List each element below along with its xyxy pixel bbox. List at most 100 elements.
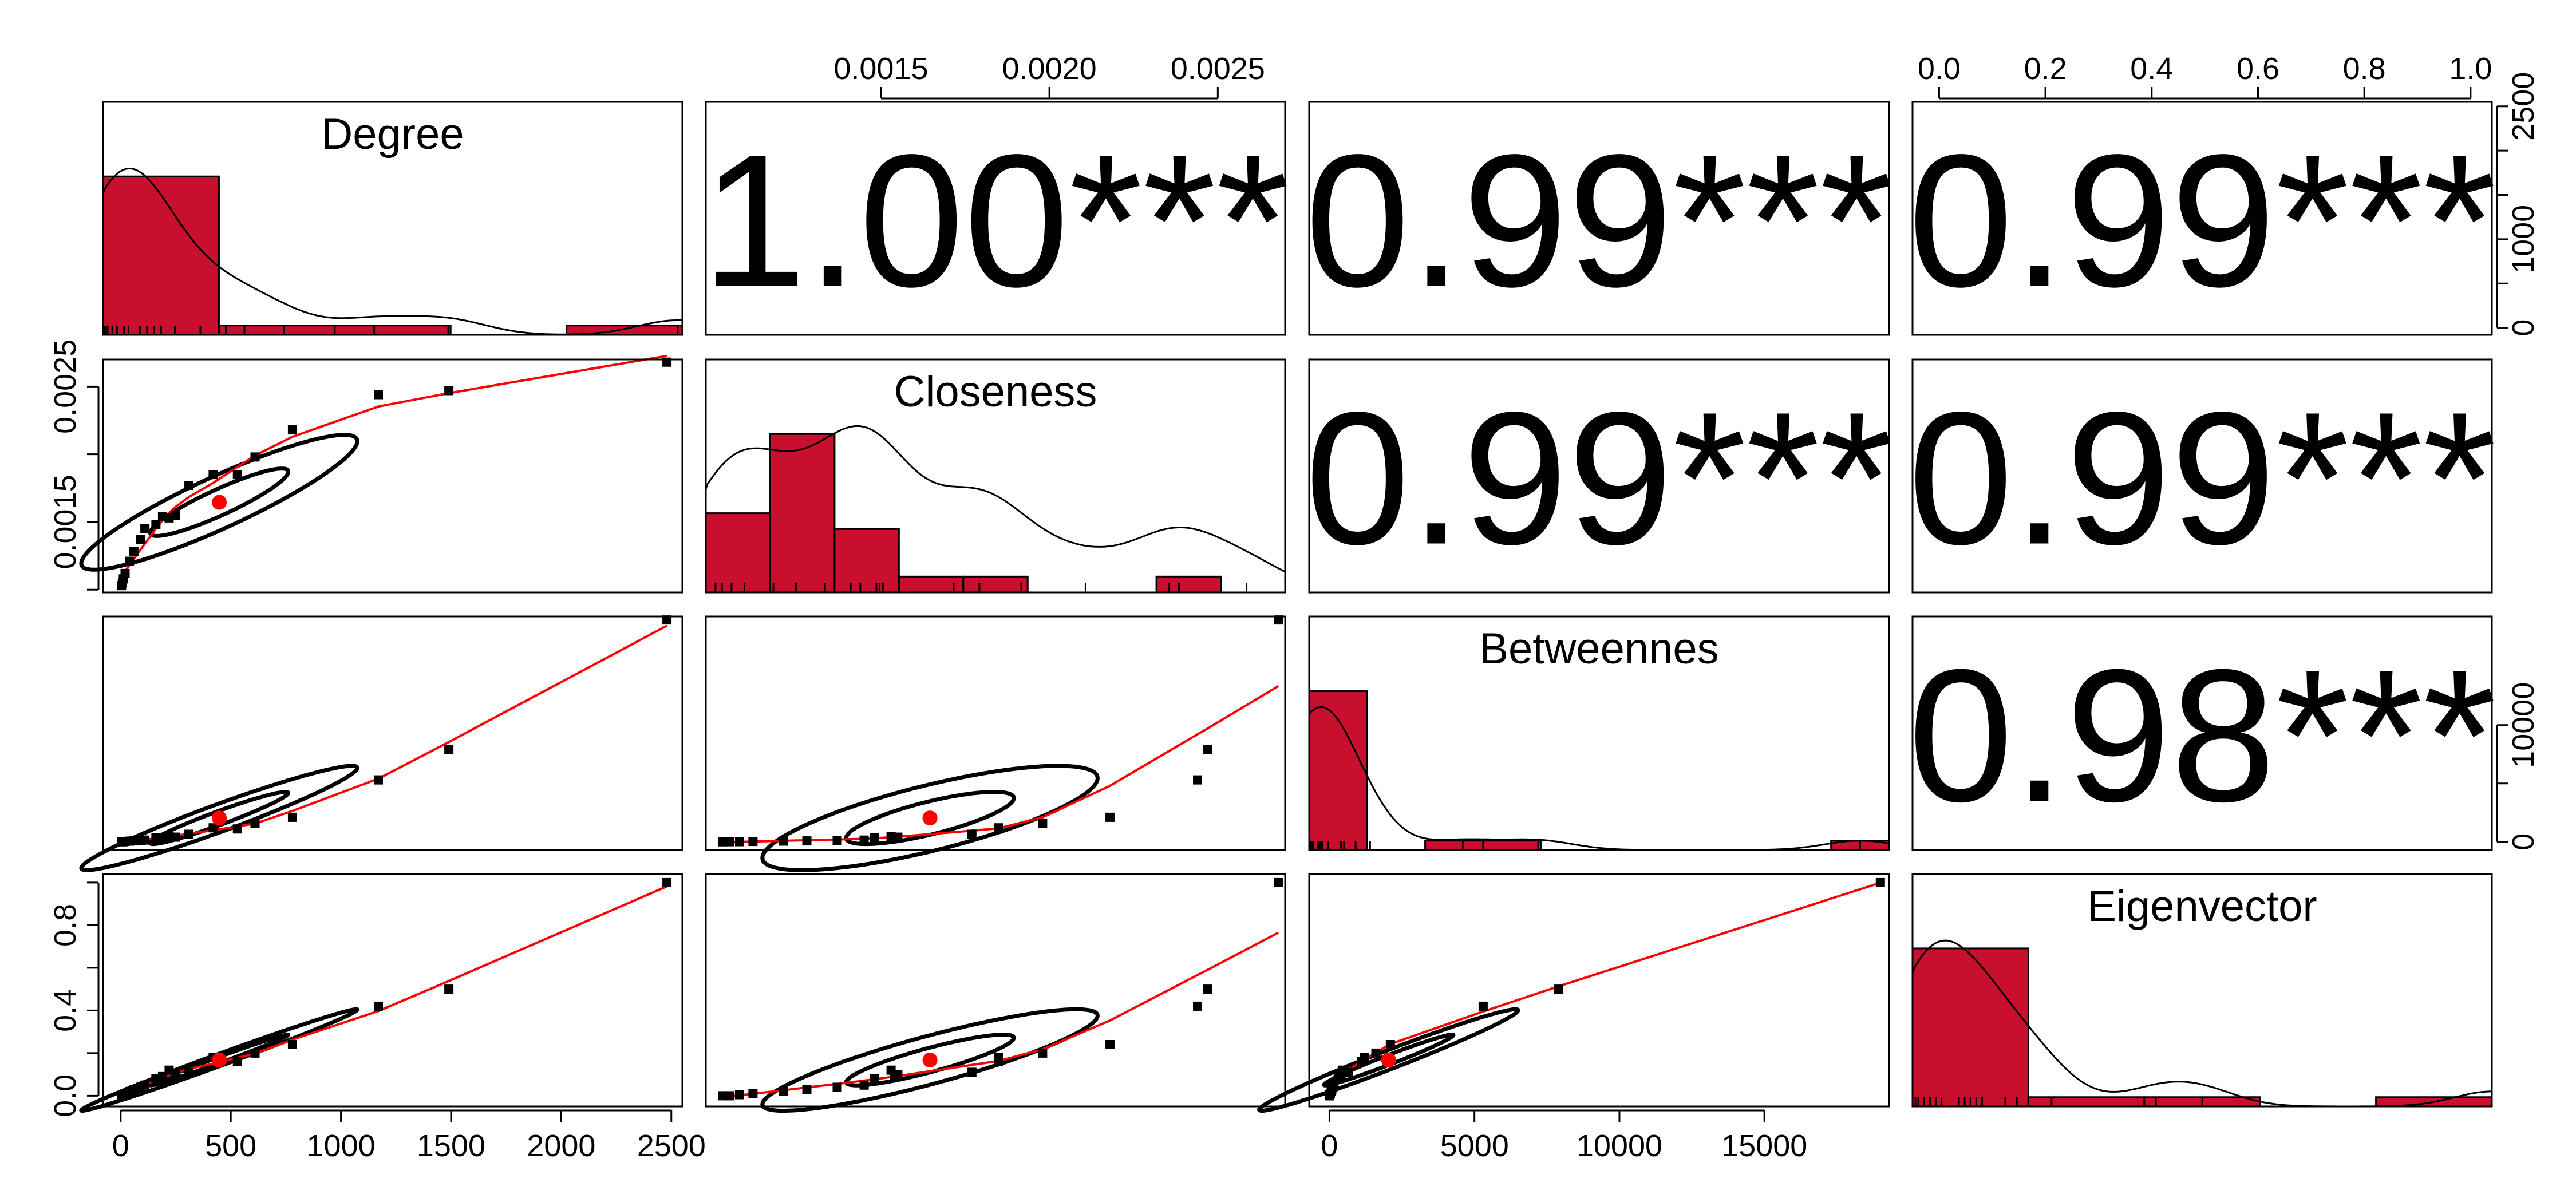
data-point-closeness-vs-eigenvector <box>994 1053 1003 1062</box>
data-point-degree-vs-betweennes <box>208 823 218 833</box>
data-point-degree-vs-eigenvector <box>444 984 454 994</box>
histogram-bar-eigenvector <box>2027 1096 2146 1108</box>
data-point-degree-vs-eigenvector <box>662 877 672 887</box>
data-point-degree-vs-betweennes <box>444 745 454 754</box>
density-curve-closeness <box>705 425 1286 573</box>
histogram-bar-closeness <box>705 512 771 594</box>
histogram-bar-closeness <box>769 433 836 594</box>
data-point-closeness-vs-betweennes <box>1193 775 1203 785</box>
x-axis-eigenvector-top-label: 1.0 <box>2449 52 2492 86</box>
correlation-label-closeness-eigenvector: 0.99*** <box>1908 373 2496 584</box>
y-axis-degree-right-label: 2500 <box>2506 72 2541 141</box>
data-point-degree-vs-betweennes <box>250 819 260 828</box>
data-point-closeness-vs-eigenvector <box>890 1071 899 1081</box>
mean-point-closeness-vs-eigenvector <box>922 1052 938 1067</box>
data-point-betweennes-vs-eigenvector <box>1875 877 1885 887</box>
y-axis-closeness-left-label: 0.0025 <box>48 339 82 434</box>
data-point-degree-vs-betweennes <box>373 775 383 785</box>
data-point-degree-vs-closeness <box>136 535 145 544</box>
data-point-closeness-vs-betweennes <box>832 836 842 845</box>
data-point-closeness-vs-betweennes <box>802 836 812 846</box>
data-point-closeness-vs-betweennes <box>967 829 977 839</box>
data-point-degree-vs-betweennes <box>287 812 297 822</box>
data-point-closeness-vs-betweennes <box>734 837 744 847</box>
panel-frame-r3-c1 <box>705 873 1286 1108</box>
histogram-bar-betweennes <box>1482 840 1542 851</box>
mean-point-degree-vs-betweennes <box>212 810 227 826</box>
x-axis-eigenvector-top-label: 0.0 <box>1918 52 1961 86</box>
x-axis-closeness-top-label: 0.0025 <box>1171 52 1265 86</box>
panel-frames-layer <box>102 101 2493 1108</box>
histogram-bar-closeness <box>962 575 1029 594</box>
data-point-degree-vs-betweennes <box>151 833 161 843</box>
x-axis-eigenvector-top-label: 0.8 <box>2343 52 2386 86</box>
correlation-ellipse-outer-degree-vs-closeness <box>79 433 359 572</box>
correlation-ellipse-outer-betweennes-vs-eigenvector <box>1257 1007 1520 1113</box>
data-point-closeness-vs-betweennes <box>1105 812 1115 822</box>
correlation-ellipse-inner-betweennes-vs-eigenvector <box>1321 1033 1456 1088</box>
histogram-bar-closeness <box>1155 575 1222 594</box>
data-point-closeness-vs-betweennes <box>1038 819 1048 828</box>
correlation-ellipse-inner-closeness-vs-betweennes <box>844 790 1016 847</box>
y-axis-betweennes-right-label: 10000 <box>2506 682 2541 768</box>
correlation-label-degree-eigenvector: 0.99*** <box>1908 115 2496 326</box>
data-point-closeness-vs-eigenvector <box>870 1074 879 1084</box>
data-point-degree-vs-betweennes <box>662 615 672 625</box>
data-point-closeness-vs-eigenvector <box>718 1091 728 1101</box>
panel-frame-r0-c1 <box>705 101 1286 336</box>
lowess-line-closeness-vs-eigenvector <box>722 931 1279 1098</box>
x-axis-degree-label: 2000 <box>527 1129 595 1163</box>
x-axis-degree-label: 1500 <box>417 1129 485 1163</box>
x-axis-betweennes-label: 0 <box>1321 1129 1338 1163</box>
panel-frame-r0-c3 <box>1911 101 2493 336</box>
data-point-closeness-vs-eigenvector <box>859 1080 869 1090</box>
histogram-bar-degree <box>218 325 336 336</box>
panel-frame-r2-c1 <box>705 615 1286 851</box>
data-point-degree-vs-closeness <box>157 512 167 521</box>
data-point-betweennes-vs-eigenvector <box>1360 1053 1369 1062</box>
data-point-degree-vs-closeness <box>184 481 194 491</box>
panel-frame-r1-c3 <box>1911 358 2493 594</box>
data-point-degree-vs-closeness <box>208 470 218 480</box>
mean-point-betweennes-vs-eigenvector <box>1381 1052 1396 1067</box>
panel-frame-r2-c2 <box>1308 615 1890 851</box>
data-point-degree-vs-closeness <box>444 386 454 396</box>
diagonal-label-degree: Degree <box>321 110 464 159</box>
data-point-closeness-vs-eigenvector <box>967 1067 977 1077</box>
mean-point-closeness-vs-betweennes <box>922 810 938 826</box>
x-axis-betweennes-label: 15000 <box>1721 1129 1807 1163</box>
data-point-closeness-vs-eigenvector <box>832 1082 842 1092</box>
y-axis-eigenvector-left-label: 0.4 <box>48 989 82 1032</box>
data-point-degree-vs-eigenvector <box>117 1091 127 1101</box>
data-point-betweennes-vs-eigenvector <box>1478 1001 1488 1011</box>
data-point-degree-vs-closeness <box>125 556 135 566</box>
y-axis-closeness-left-label: 0.0015 <box>48 475 82 569</box>
x-axis-eigenvector-top-label: 0.2 <box>2024 52 2067 86</box>
histogram-bar-degree <box>102 175 220 336</box>
data-point-closeness-vs-eigenvector <box>1193 1001 1203 1011</box>
correlation-label-degree-closeness: 1.00*** <box>701 115 1290 326</box>
data-point-degree-vs-betweennes <box>117 837 127 847</box>
x-axis-eigenvector-top-label: 0.4 <box>2130 52 2173 86</box>
data-point-degree-vs-eigenvector <box>287 1039 297 1049</box>
y-axis-eigenvector-left-label: 0.0 <box>48 1074 82 1117</box>
histogram-bar-betweennes <box>1308 690 1368 851</box>
data-point-degree-vs-closeness <box>287 425 297 435</box>
data-point-betweennes-vs-eigenvector <box>1325 1091 1334 1101</box>
correlation-ellipse-inner-degree-vs-betweennes <box>148 790 291 847</box>
data-point-closeness-vs-eigenvector <box>1274 877 1283 887</box>
panel-frame-r3-c2 <box>1308 873 1890 1108</box>
correlation-ellipse-inner-degree-vs-closeness <box>148 466 291 538</box>
data-point-degree-vs-eigenvector <box>250 1048 260 1058</box>
histogram-bar-closeness <box>833 528 900 594</box>
data-point-degree-vs-closeness <box>151 520 161 529</box>
panel-frame-r3-c3 <box>1911 873 2493 1108</box>
panel-frame-r0-c2 <box>1308 101 1890 336</box>
data-point-closeness-vs-betweennes <box>748 837 758 847</box>
data-point-closeness-vs-eigenvector <box>1038 1048 1048 1058</box>
correlation-label-degree-betweennes: 0.99*** <box>1305 115 1894 326</box>
x-axis-closeness-top-label: 0.0020 <box>1002 52 1097 86</box>
data-point-betweennes-vs-eigenvector <box>1371 1048 1381 1058</box>
data-point-closeness-vs-betweennes <box>718 837 728 847</box>
diagonal-label-closeness: Closeness <box>894 367 1097 416</box>
